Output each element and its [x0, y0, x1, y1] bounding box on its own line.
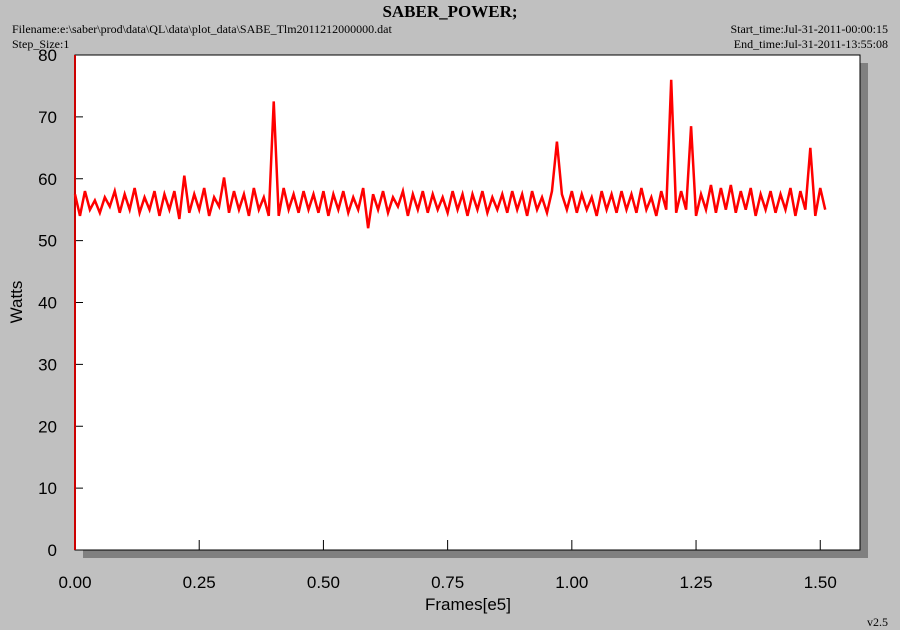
x-tick-label: 0.50 [307, 573, 340, 592]
filename: Filename:e:\saber\prod\data\QL\data\plot… [12, 22, 392, 36]
x-tick-label: 0.25 [183, 573, 216, 592]
y-tick-label: 0 [48, 541, 57, 560]
x-tick-label: 1.00 [555, 573, 588, 592]
y-tick-label: 20 [38, 417, 57, 436]
x-tick-label: 1.50 [804, 573, 837, 592]
y-tick-label: 70 [38, 108, 57, 127]
plot-area [74, 54, 861, 551]
y-tick-label: 10 [38, 479, 57, 498]
start-time: Start_time:Jul-31-2011-00:00:15 [730, 22, 888, 36]
y-tick-label: 50 [38, 232, 57, 251]
x-tick-label: 0.00 [58, 573, 91, 592]
y-tick-label: 60 [38, 170, 57, 189]
y-tick-label: 40 [38, 294, 57, 313]
end-time: End_time:Jul-31-2011-13:55:08 [734, 37, 888, 51]
data-line [73, 79, 827, 229]
y-tick-label: 30 [38, 355, 57, 374]
step-size: Step_Size:1 [12, 37, 69, 51]
x-tick-label: 0.75 [431, 573, 464, 592]
x-tick-label: 1.25 [679, 573, 712, 592]
chart-title: SABER_POWER; [382, 2, 517, 21]
x-axis-label: Frames[e5] [425, 595, 511, 614]
y-tick-label: 80 [38, 46, 57, 65]
version: v2.5 [867, 615, 888, 629]
y-axis-label: Watts [7, 281, 26, 324]
